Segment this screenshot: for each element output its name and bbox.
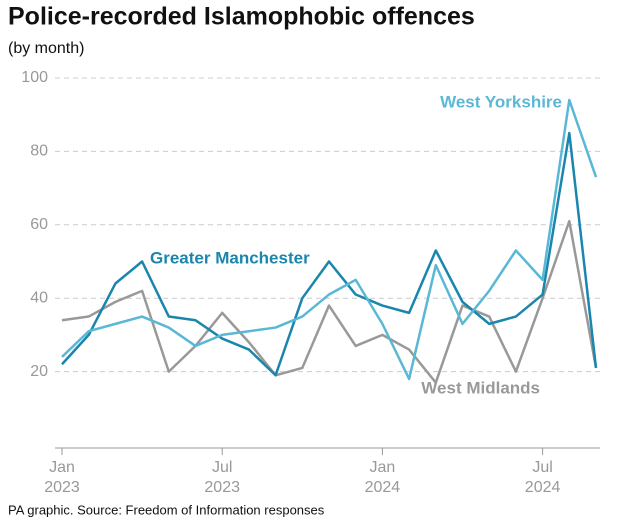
x-tick-label: Jul 2024 <box>524 459 561 496</box>
source: PA graphic. Source: Freedom of Informati… <box>8 502 325 517</box>
series-label: West Yorkshire <box>440 92 562 111</box>
y-tick-label: 20 <box>30 363 48 380</box>
series-label: West Midlands <box>421 378 540 397</box>
series-line <box>61 131 598 377</box>
chart-subtitle: (by month) <box>8 40 84 57</box>
chart-title: Police-recorded Islamophobic offences <box>8 3 475 31</box>
x-tick-label: Jan 2023 <box>44 459 80 496</box>
x-tick-label: Jul 2023 <box>204 459 240 496</box>
y-tick-label: 60 <box>30 216 48 233</box>
series-line <box>61 98 598 381</box>
y-tick-label: 40 <box>30 289 48 306</box>
y-tick-label: 100 <box>21 69 48 86</box>
series-line <box>61 219 598 384</box>
series-label: Greater Manchester <box>150 248 310 267</box>
x-tick-label: Jan 2024 <box>364 459 401 496</box>
y-tick-label: 80 <box>30 143 48 160</box>
